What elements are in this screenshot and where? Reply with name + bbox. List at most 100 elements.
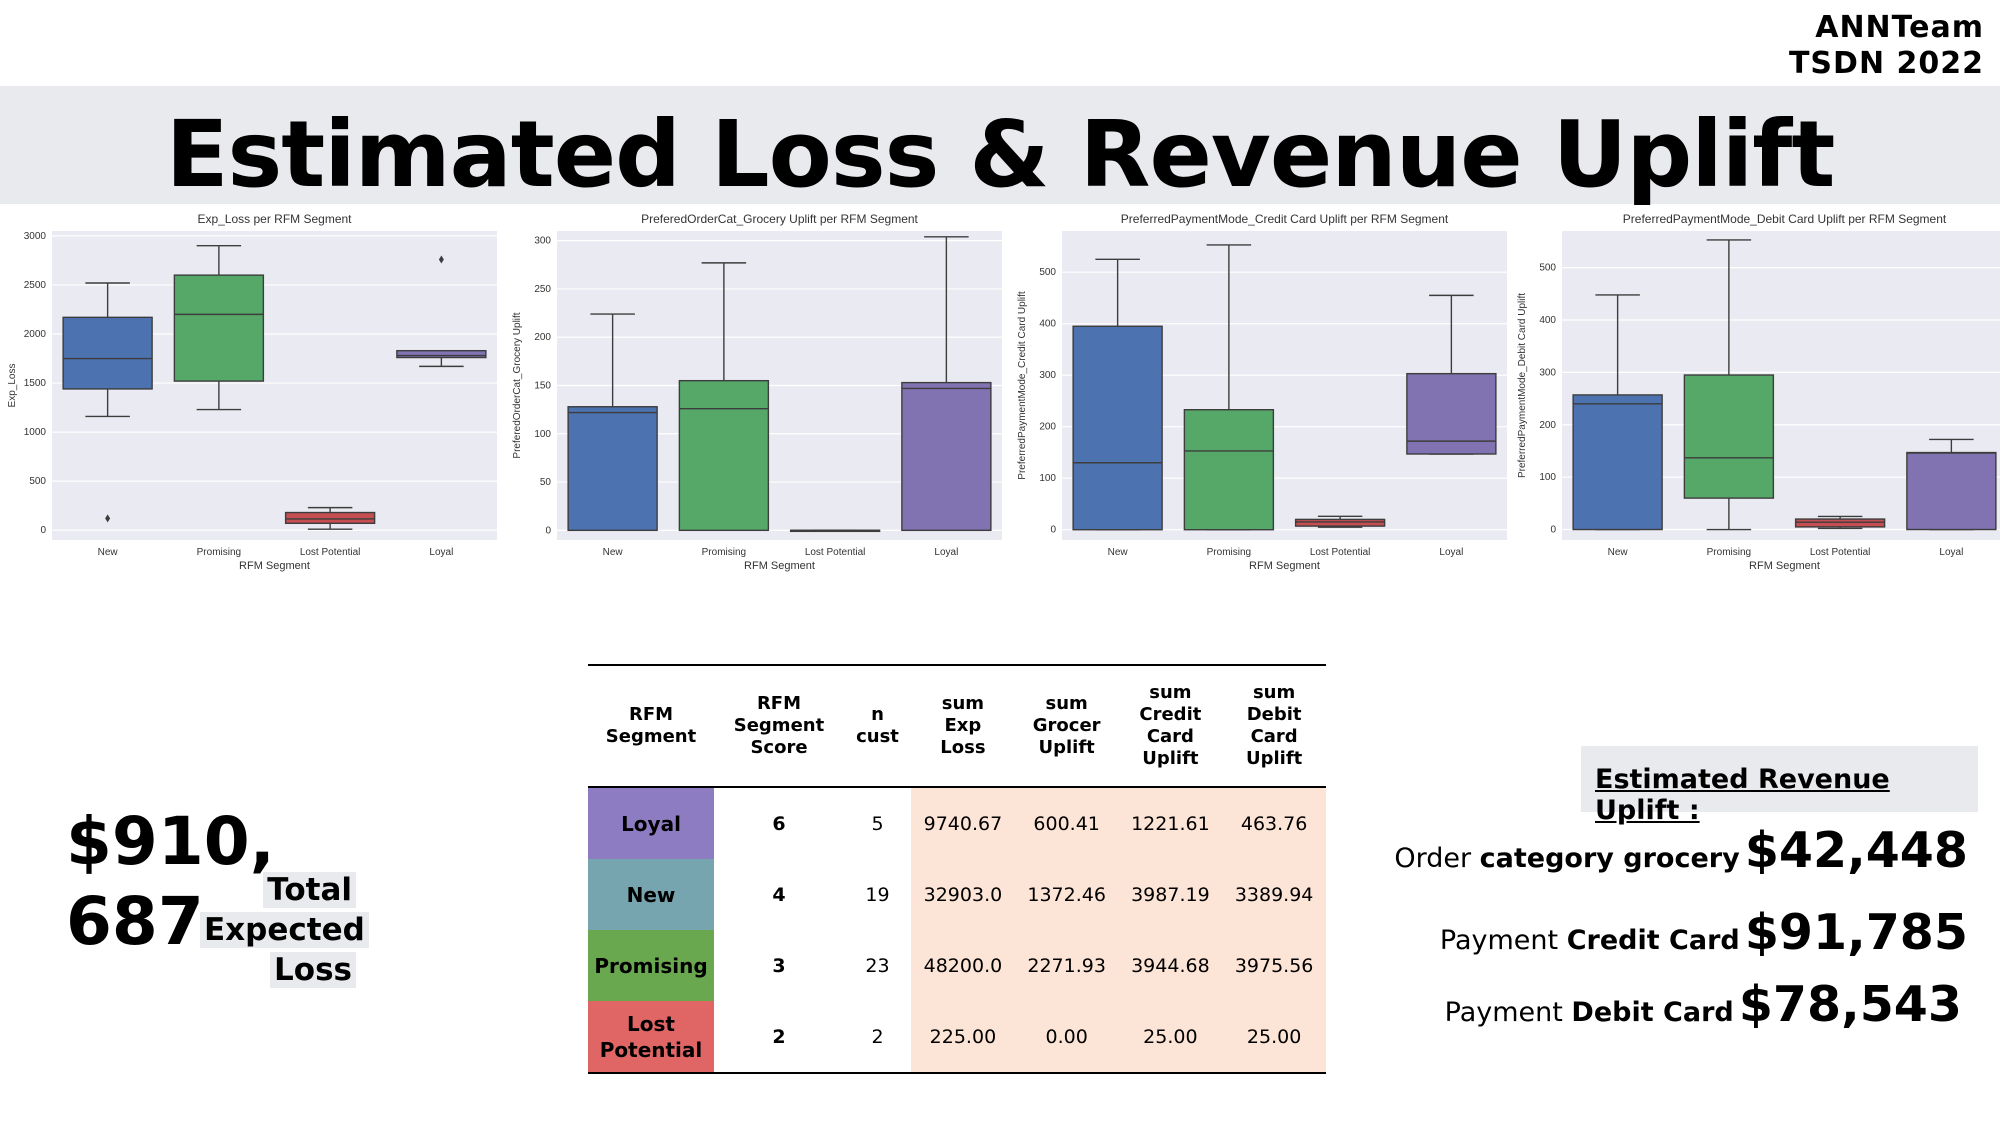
chart-title: PreferredPaymentMode_Debit Card Uplift p… <box>1623 212 1947 226</box>
y-tick-label: 200 <box>534 332 551 343</box>
y-tick-label: 100 <box>1539 472 1556 483</box>
y-tick-label: 400 <box>1039 319 1056 330</box>
debit-uplift-cell: 3389.94 <box>1222 859 1326 930</box>
y-tick-label: 3000 <box>24 231 47 242</box>
box <box>901 381 992 532</box>
chart-svg: 0 100 200 300 400 500 PreferredPaymentMode_Cre… <box>1017 212 1507 572</box>
x-axis-label: RFM Segment <box>1749 560 1820 572</box>
y-tick-label: 300 <box>1539 367 1556 378</box>
box <box>1794 518 1886 528</box>
exp-loss-cell: 48200.0 <box>911 930 1015 1001</box>
y-tick-label: 400 <box>1539 315 1556 326</box>
header-credit-uplift: sum Credit Card Uplift <box>1139 682 1202 769</box>
box <box>1294 518 1386 527</box>
loss-label-line1: Total <box>263 872 356 908</box>
box <box>396 349 487 359</box>
y-tick-label: 200 <box>1039 422 1056 433</box>
revenue-line-credit-card: Payment Credit Card $91,785 <box>1440 904 1968 961</box>
table-row: Lost Potential 2 2 225.00 0.00 25.00 25.… <box>588 1001 1326 1073</box>
y-axis-label: PreferredPaymentMode_Debit Card Uplift <box>1517 293 1528 478</box>
n-cust-cell: 2 <box>871 1025 884 1048</box>
debit-uplift-cell: 3975.56 <box>1222 930 1326 1001</box>
total-loss-amount: $910, 687 <box>66 802 275 962</box>
x-tick-label: Loyal <box>1439 547 1463 558</box>
y-tick-label: 2000 <box>24 329 47 340</box>
n-cust-cell: 5 <box>871 812 884 835</box>
y-tick-label: 100 <box>1039 473 1056 484</box>
chart-title: PreferredPaymentMode_Credit Card Uplift … <box>1121 212 1449 226</box>
revenue-title: Estimated Revenue Uplift : <box>1595 764 1890 826</box>
y-tick-label: 0 <box>40 525 46 536</box>
x-tick-label: Loyal <box>1939 547 1963 558</box>
x-tick-label: Loyal <box>934 547 958 558</box>
page-title: Estimated Loss & Revenue Uplift <box>165 101 1836 208</box>
score-cell: 2 <box>772 1025 786 1048</box>
chart-title: PreferedOrderCat_Grocery Uplift per RFM … <box>641 212 918 226</box>
revenue-line-amount: $42,448 <box>1744 822 1968 879</box>
x-tick-label: Promising <box>1707 547 1751 558</box>
x-tick-label: Lost Potential <box>1810 547 1871 558</box>
box <box>284 511 376 525</box>
header-debit-uplift: sum Debit Card Uplift <box>1245 682 1303 769</box>
title-band <box>0 86 2000 204</box>
chart-grocery-uplift: 0 50 100 150 200 250 300 PreferedOrderCat_Groce… <box>507 205 1007 590</box>
table-header-row: RFM Segment RFM Segment Score n cust sum Exp L… <box>588 665 1326 787</box>
chart-svg: 0 50 100 150 200 250 300 PreferedOrderCat_Groce… <box>512 212 1002 572</box>
revenue-line-grocery: Order category grocery $42,448 <box>1394 822 1968 879</box>
y-tick-label: 500 <box>1039 267 1056 278</box>
x-tick-label: Lost Potential <box>300 547 361 558</box>
box <box>1406 372 1497 455</box>
segment-table: RFM Segment RFM Segment Score n cust sum Exp L… <box>588 664 1326 1074</box>
y-tick-label: 50 <box>540 477 552 488</box>
box <box>678 379 770 532</box>
y-tick-label: 0 <box>1050 525 1056 536</box>
score-cell: 3 <box>772 954 786 977</box>
box <box>1072 325 1163 531</box>
total-loss-label: Total Expected Loss <box>200 870 369 990</box>
x-tick-label: New <box>98 547 119 558</box>
event-name: TSDN 2022 <box>1788 46 1984 81</box>
header-segment: RFM Segment <box>605 704 697 747</box>
chart-credit-card-uplift: 0 100 200 300 400 500 PreferredPaymentMode_Cre… <box>1012 205 1512 590</box>
grocer-uplift-cell: 2271.93 <box>1014 930 1119 1001</box>
box <box>1183 409 1275 531</box>
debit-uplift-cell: 463.76 <box>1222 787 1326 859</box>
y-tick-label: 1500 <box>24 378 47 389</box>
x-tick-label: New <box>1608 547 1629 558</box>
loss-amount-line2: 687 <box>66 883 204 960</box>
segment-cell: Lost Potential <box>588 1001 714 1073</box>
y-tick-label: 1000 <box>24 427 47 438</box>
x-tick-label: New <box>1108 547 1129 558</box>
table-row: New 4 19 32903.0 1372.46 3987.19 3389.94 <box>588 859 1326 930</box>
header-score: RFM Segment Score <box>733 693 825 758</box>
score-cell: 4 <box>772 883 786 906</box>
y-tick-label: 0 <box>1550 525 1556 536</box>
x-tick-label: New <box>603 547 624 558</box>
segment-cell: Loyal <box>588 787 714 859</box>
box <box>567 406 658 532</box>
x-tick-label: Lost Potential <box>805 547 866 558</box>
x-axis-label: RFM Segment <box>1249 560 1320 572</box>
segment-cell: Promising <box>588 930 714 1001</box>
y-tick-label: 2500 <box>24 280 47 291</box>
loss-label-line3: Loss <box>270 952 356 988</box>
chart-title: Exp_Loss per RFM Segment <box>197 212 352 226</box>
revenue-line-prefix: Payment <box>1439 925 1567 956</box>
outlier-point <box>105 514 111 523</box>
credit-uplift-cell: 25.00 <box>1118 1001 1223 1073</box>
outlier-point <box>438 255 444 264</box>
exp-loss-cell: 32903.0 <box>911 859 1015 930</box>
credit-uplift-cell: 3987.19 <box>1118 859 1223 930</box>
chart-exp-loss: 0 500 1000 1500 2000 2500 3000 Exp_Loss per RFM… <box>2 205 502 590</box>
chart-svg: 0 100 200 300 400 500 PreferredPaymentMode_Deb… <box>1517 212 2000 572</box>
x-axis-label: RFM Segment <box>744 560 815 572</box>
box <box>1906 451 1997 531</box>
x-tick-label: Promising <box>197 547 241 558</box>
revenue-line-label: Debit Card <box>1571 997 1734 1028</box>
team-name: ANNTeam <box>1815 10 1984 45</box>
y-tick-label: 100 <box>534 429 551 440</box>
y-axis-label: PreferredPaymentMode_Credit Card Uplift <box>1017 291 1028 480</box>
x-tick-label: Promising <box>702 547 746 558</box>
x-tick-label: Lost Potential <box>1310 547 1371 558</box>
grocer-uplift-cell: 600.41 <box>1014 787 1119 859</box>
